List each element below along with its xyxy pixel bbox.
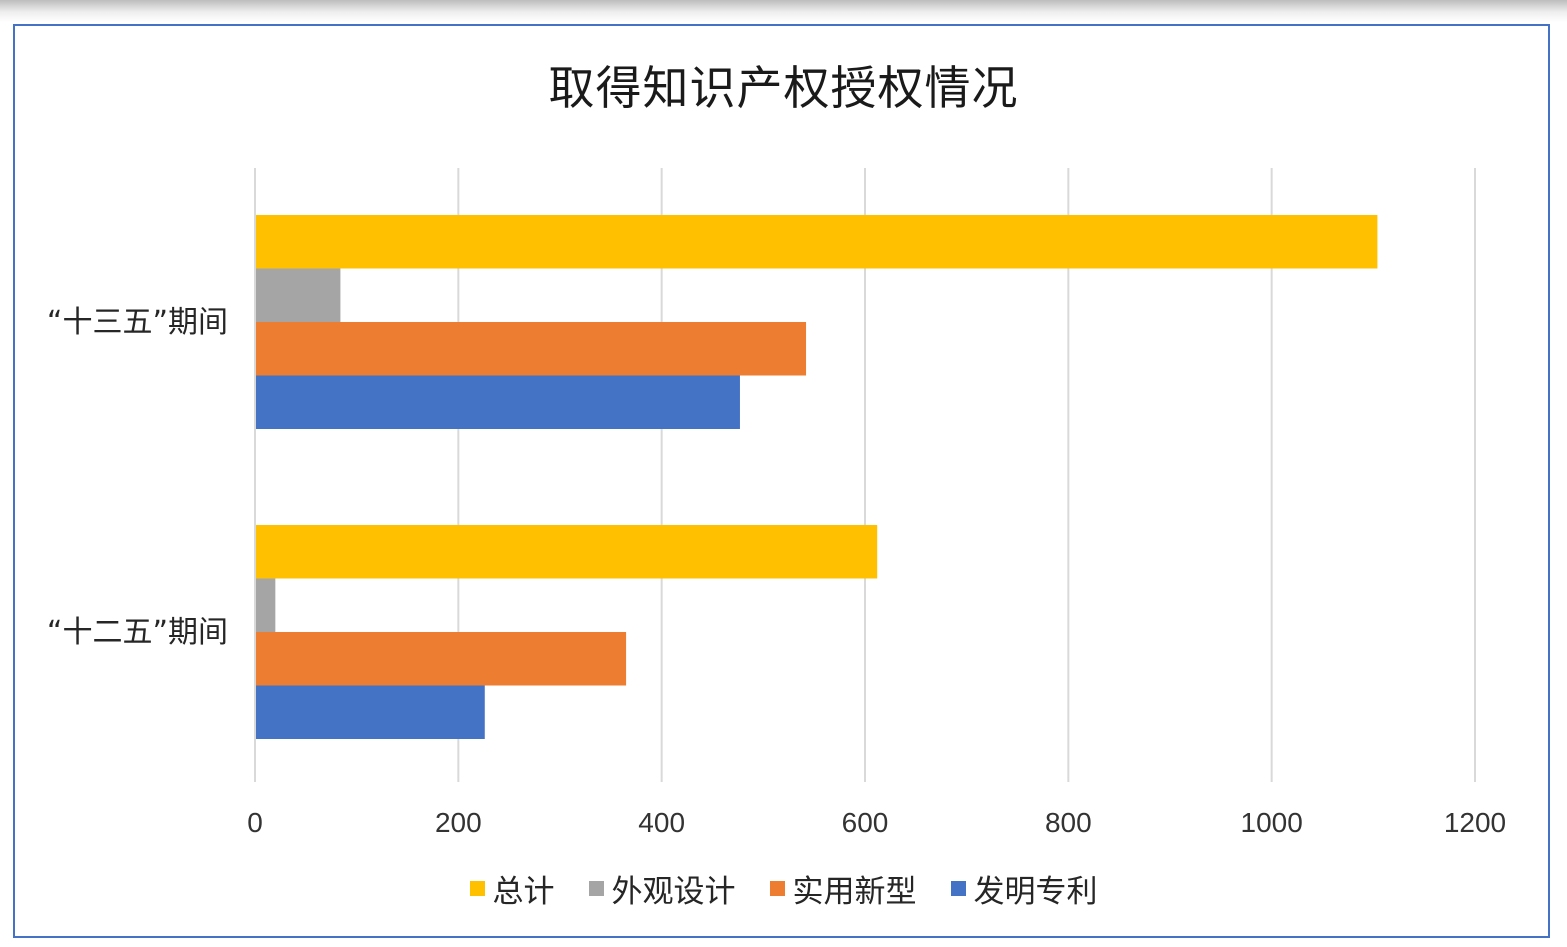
bar	[255, 685, 485, 739]
legend-item: 总计	[469, 866, 555, 911]
bar	[255, 268, 341, 322]
legend-label: 总计	[492, 874, 555, 910]
legend-swatch	[950, 881, 966, 896]
category-label: “十二五”期间	[47, 615, 228, 650]
x-tick-label: 600	[842, 807, 889, 838]
bar	[255, 375, 740, 429]
x-tick-label: 1000	[1241, 807, 1303, 838]
legend-swatch	[769, 881, 785, 896]
x-tick-label: 200	[435, 807, 482, 838]
x-tick-label: 800	[1045, 807, 1092, 838]
chart-legend: 总计 外观设计 实用新型 发明专利	[0, 866, 1567, 911]
legend-swatch	[469, 881, 485, 896]
bar	[255, 215, 1378, 269]
category-label: “十三五”期间	[47, 305, 228, 340]
bar	[255, 322, 807, 376]
legend-label: 实用新型	[792, 874, 917, 910]
legend-item: 外观设计	[588, 866, 736, 911]
chart-title: 取得知识产权授权情况	[548, 61, 1019, 115]
x-tick-label: 400	[638, 807, 685, 838]
bar	[255, 632, 627, 686]
legend-item: 实用新型	[769, 866, 917, 911]
x-tick-label: 1200	[1444, 807, 1506, 838]
bar	[255, 578, 276, 632]
bar	[255, 525, 878, 579]
x-tick-label: 0	[247, 807, 263, 838]
legend-swatch	[588, 881, 604, 896]
chart-area	[13, 24, 1550, 938]
legend-item: 发明专利	[950, 866, 1098, 911]
legend-label: 外观设计	[611, 874, 736, 910]
legend-label: 发明专利	[973, 874, 1098, 910]
